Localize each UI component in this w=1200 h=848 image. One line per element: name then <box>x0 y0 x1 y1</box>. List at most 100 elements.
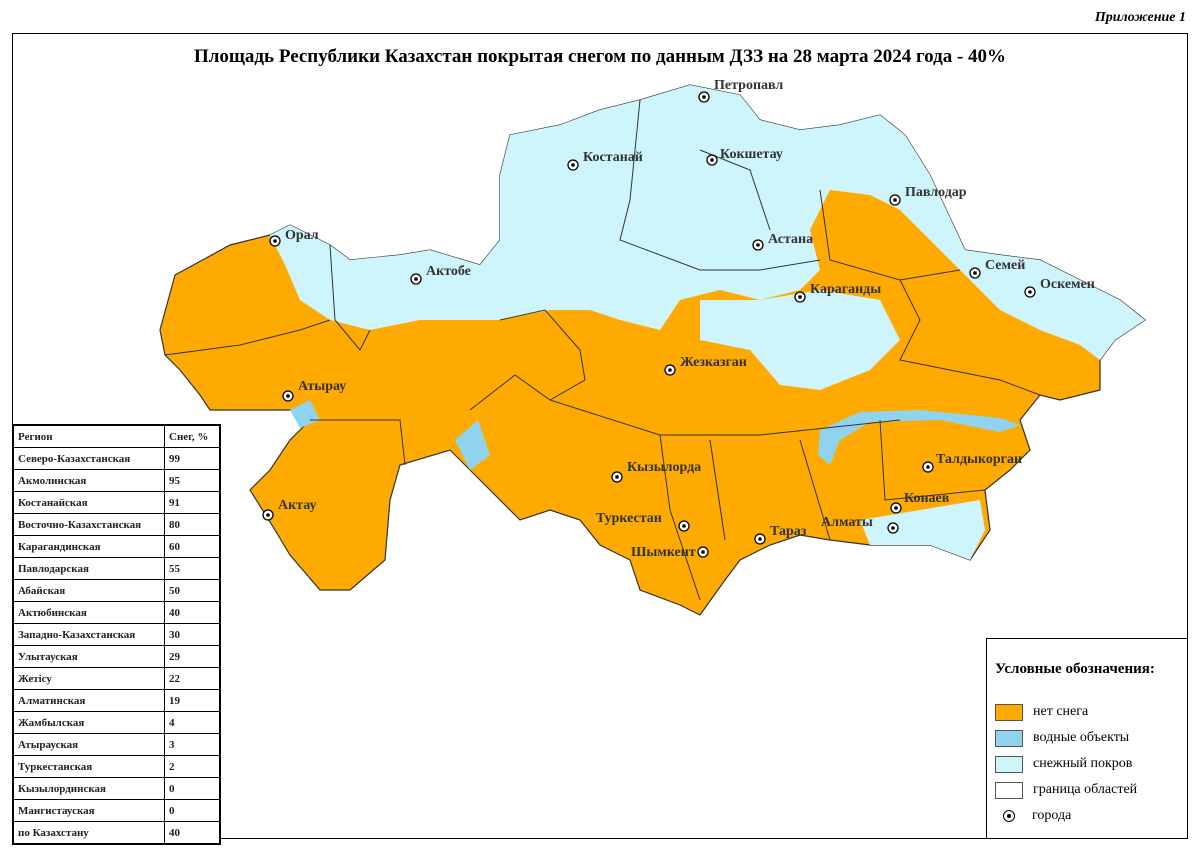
city-label: Алматы <box>821 515 873 530</box>
city-marker-dot <box>571 163 575 167</box>
city-label: Семей <box>985 258 1025 273</box>
city: Талдыкорган <box>922 452 1022 473</box>
no-snow-swatch <box>995 703 1023 721</box>
city-label: Туркестан <box>596 511 662 526</box>
city-label: Актобе <box>426 264 471 279</box>
city: Актау <box>262 498 317 521</box>
table-row: по Казахстану 40 <box>12 821 221 845</box>
city-dot-icon <box>1003 810 1015 822</box>
snow-percent-cell: 80 <box>164 513 221 536</box>
region-cell: Кызылординская <box>12 777 165 800</box>
snow-cover-southeast <box>860 500 985 560</box>
snow-percent-cell: 60 <box>164 535 221 558</box>
region-cell: Алматинская <box>12 689 165 712</box>
city-marker-dot <box>710 158 714 162</box>
region-cell: Павлодарская <box>12 557 165 580</box>
city-marker-dot <box>973 271 977 275</box>
region-cell: Западно-Казахстанская <box>12 623 165 646</box>
region-cell: Абайская <box>12 579 165 602</box>
city-label: Астана <box>768 232 813 247</box>
table-row: Атырауская 3 <box>12 733 221 756</box>
table-row: Мангистауская 0 <box>12 799 221 822</box>
table-row: Актюбинская 40 <box>12 601 221 624</box>
snow-percent-cell: 95 <box>164 469 221 492</box>
city-marker-dot <box>273 239 277 243</box>
city: Атырау <box>282 379 346 402</box>
city-label: Шымкент <box>631 545 696 560</box>
city-marker-dot <box>701 550 705 554</box>
legend-item-water: водные объекты <box>995 728 1187 748</box>
region-cell: Костанайская <box>12 491 165 514</box>
table-row: Западно-Казахстанская 30 <box>12 623 221 646</box>
table-row: Костанайская 91 <box>12 491 221 514</box>
table-row: Акмолинская 95 <box>12 469 221 492</box>
city: Кокшетау <box>706 147 783 166</box>
city-label: Атырау <box>298 379 346 394</box>
city-marker-dot <box>668 368 672 372</box>
city-label: Кокшетау <box>720 147 783 162</box>
city-label: Актау <box>278 498 317 513</box>
legend-item-cities: города <box>995 806 1187 826</box>
table-row: Кызылординская 0 <box>12 777 221 800</box>
snow-percent-cell: 55 <box>164 557 221 580</box>
appendix-label: Приложение 1 <box>1094 10 1186 25</box>
city-label: Костанай <box>583 150 643 165</box>
snow-cover-central <box>700 290 900 390</box>
snow-swatch <box>995 755 1023 773</box>
snow-percent-cell: 4 <box>164 711 221 734</box>
table-row: Карагандинская 60 <box>12 535 221 558</box>
city-label: Оскемен <box>1040 277 1095 292</box>
city-marker-dot <box>615 475 619 479</box>
legend-label: водные объекты <box>1033 730 1130 745</box>
table-row: Абайская 50 <box>12 579 221 602</box>
city-markers: Петропавл Костанай Кокшетау Павлодар Орал Акт… <box>262 78 1095 560</box>
snow-percent-cell: 22 <box>164 667 221 690</box>
snow-percent-cell: 29 <box>164 645 221 668</box>
region-borders <box>164 99 1041 601</box>
city: Петропавл <box>698 78 783 103</box>
city-marker-dot <box>891 526 895 530</box>
city: Тараз <box>754 524 807 545</box>
snow-percent-cell: 50 <box>164 579 221 602</box>
table-row: Жамбылская 4 <box>12 711 221 734</box>
caspian-coast-water <box>290 400 320 428</box>
table-row: Жетісу 22 <box>12 667 221 690</box>
snow-percent-cell: 3 <box>164 733 221 756</box>
city-marker-dot <box>894 506 898 510</box>
city-label: Тараз <box>770 524 807 539</box>
snow-percent-cell: 0 <box>164 777 221 800</box>
snow-by-region-table: Регион Снег, % Северо-Казахстанская 99 Акмол… <box>12 424 221 845</box>
legend-label: нет снега <box>1033 704 1089 719</box>
city: Оскемен <box>1024 277 1095 298</box>
region-cell: Мангистауская <box>12 799 165 822</box>
snow-percent-cell: 91 <box>164 491 221 514</box>
snow-percent-cell: 40 <box>164 821 221 845</box>
city-marker-dot <box>758 537 762 541</box>
region-cell: Карагандинская <box>12 535 165 558</box>
city-marker-dot <box>702 95 706 99</box>
region-cell: Актюбинская <box>12 601 165 624</box>
city: Алматы <box>821 515 899 534</box>
city-label: Павлодар <box>905 185 967 200</box>
city-label: Кызылорда <box>627 460 701 475</box>
snow-percent-cell: 30 <box>164 623 221 646</box>
city: Конаев <box>890 491 950 514</box>
city: Павлодар <box>889 185 967 206</box>
snow-percent-cell: 2 <box>164 755 221 778</box>
city: Жезказган <box>664 355 747 376</box>
city-label: Орал <box>285 228 319 243</box>
snow-percent-cell: 19 <box>164 689 221 712</box>
region-cell: Восточно-Казахстанская <box>12 513 165 536</box>
city-label: Жезказган <box>680 355 747 370</box>
city: Караганды <box>794 282 881 303</box>
city-marker-dot <box>682 524 686 528</box>
table-row: Павлодарская 55 <box>12 557 221 580</box>
snow-percent-cell: Снег, % <box>164 424 221 448</box>
city: Орал <box>269 228 319 247</box>
region-cell: по Казахстану <box>12 821 165 845</box>
legend-title: Условные обозначения: <box>995 661 1155 677</box>
city-marker-dot <box>1028 290 1032 294</box>
city-label: Караганды <box>810 282 881 297</box>
